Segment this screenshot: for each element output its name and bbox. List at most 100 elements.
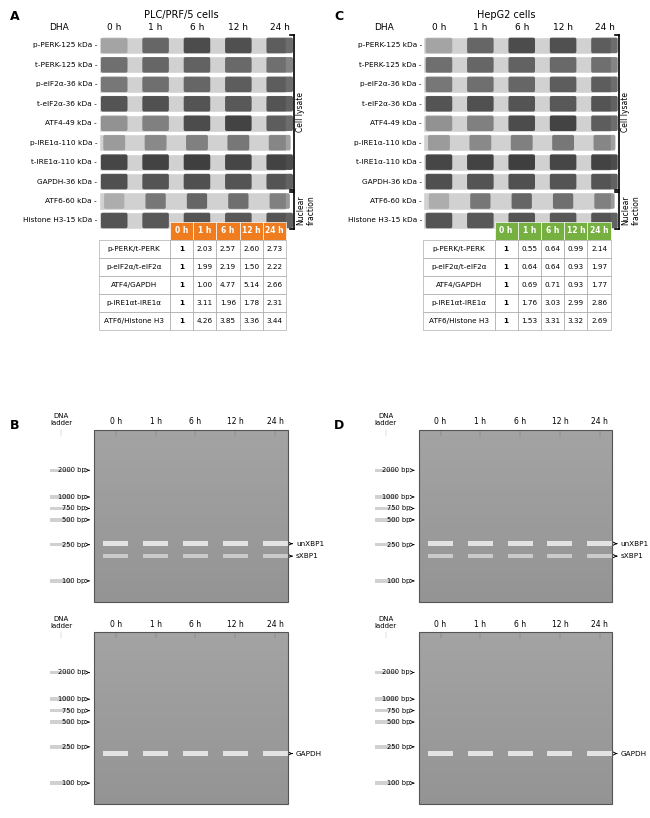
Text: 6 h: 6 h (515, 23, 529, 32)
Bar (541, 312, 564, 330)
FancyBboxPatch shape (101, 115, 127, 131)
Bar (419, 671, 612, 676)
Bar (99, 240, 170, 258)
FancyBboxPatch shape (225, 155, 252, 170)
FancyBboxPatch shape (467, 115, 493, 131)
Text: 0 h: 0 h (110, 619, 122, 628)
Bar (94, 645, 287, 649)
Bar (419, 636, 612, 641)
Bar (588, 751, 612, 756)
Text: 1 h: 1 h (148, 23, 162, 32)
Bar (541, 222, 564, 240)
Bar (50, 495, 72, 499)
Bar (419, 593, 612, 598)
Bar (419, 546, 612, 551)
Text: 100 bp: 100 bp (387, 780, 410, 786)
FancyBboxPatch shape (184, 155, 210, 170)
Text: unXBP1: unXBP1 (296, 541, 324, 546)
Text: 12 h: 12 h (227, 417, 244, 426)
Text: Cell lysate: Cell lysate (621, 92, 630, 133)
Bar (99, 76, 286, 93)
FancyBboxPatch shape (184, 96, 210, 111)
Text: p-IRE1α-110 kDa -: p-IRE1α-110 kDa - (29, 140, 97, 146)
Bar (564, 222, 588, 240)
Bar (94, 537, 287, 542)
Bar (419, 469, 612, 473)
FancyBboxPatch shape (550, 213, 577, 228)
FancyBboxPatch shape (467, 38, 493, 53)
Text: 250 bp: 250 bp (62, 744, 85, 750)
Text: Cell lysate: Cell lysate (296, 92, 306, 133)
Text: 1.97: 1.97 (591, 264, 607, 270)
Bar (375, 698, 396, 701)
Bar (94, 731, 287, 735)
Bar (518, 258, 541, 276)
Bar (375, 495, 396, 499)
FancyBboxPatch shape (426, 173, 452, 190)
Text: 2.03: 2.03 (196, 246, 213, 252)
Bar (419, 757, 612, 762)
Text: 2.99: 2.99 (568, 300, 584, 306)
Text: 100 bp: 100 bp (62, 780, 85, 786)
Text: 250 bp: 250 bp (62, 542, 85, 548)
Bar (375, 506, 396, 510)
Bar (94, 722, 287, 727)
Bar (419, 516, 612, 520)
Bar (223, 555, 248, 558)
Bar (94, 495, 287, 499)
Bar (423, 173, 611, 190)
Text: 250 bp: 250 bp (387, 744, 410, 750)
Bar (170, 258, 193, 276)
Bar (419, 770, 612, 774)
Bar (94, 589, 287, 593)
Bar (419, 555, 612, 559)
Text: 2.73: 2.73 (266, 246, 282, 252)
Bar (419, 598, 612, 602)
Bar (216, 240, 239, 258)
Bar (423, 95, 611, 112)
FancyBboxPatch shape (101, 77, 127, 92)
FancyBboxPatch shape (187, 193, 207, 209)
Bar (94, 486, 287, 490)
Bar (468, 542, 493, 546)
Bar (94, 507, 287, 512)
Bar (94, 770, 287, 774)
Text: 3.31: 3.31 (545, 318, 561, 325)
Text: 3.85: 3.85 (220, 318, 236, 325)
Text: 750 bp: 750 bp (62, 506, 85, 511)
Bar (419, 727, 612, 731)
Bar (547, 542, 573, 546)
Bar (94, 576, 287, 581)
Bar (94, 632, 287, 804)
Bar (495, 312, 518, 330)
Bar (423, 37, 611, 54)
Bar (94, 748, 287, 753)
Text: p-eIF2α/t-eIF2α: p-eIF2α/t-eIF2α (107, 264, 162, 270)
Bar (94, 735, 287, 739)
FancyBboxPatch shape (225, 57, 252, 73)
Bar (94, 564, 287, 568)
Bar (239, 276, 263, 294)
Text: Nuclear
fraction: Nuclear fraction (296, 196, 316, 225)
Text: 1000 bp: 1000 bp (382, 696, 410, 702)
Bar (419, 430, 612, 434)
Bar (419, 499, 612, 503)
Bar (94, 697, 287, 701)
Bar (518, 312, 541, 330)
Bar (419, 796, 612, 800)
Text: 750 bp: 750 bp (387, 506, 410, 511)
Bar (94, 516, 287, 520)
Bar (419, 542, 612, 546)
FancyBboxPatch shape (145, 135, 166, 151)
Text: 6 h: 6 h (546, 227, 559, 236)
Bar (495, 294, 518, 312)
Text: 1: 1 (504, 300, 509, 306)
Bar (99, 192, 286, 209)
Bar (547, 555, 573, 558)
Text: 1: 1 (179, 300, 184, 306)
Bar (239, 312, 263, 330)
Bar (50, 518, 72, 522)
FancyBboxPatch shape (101, 57, 127, 73)
Bar (263, 555, 287, 558)
Text: 6 h: 6 h (221, 227, 235, 236)
